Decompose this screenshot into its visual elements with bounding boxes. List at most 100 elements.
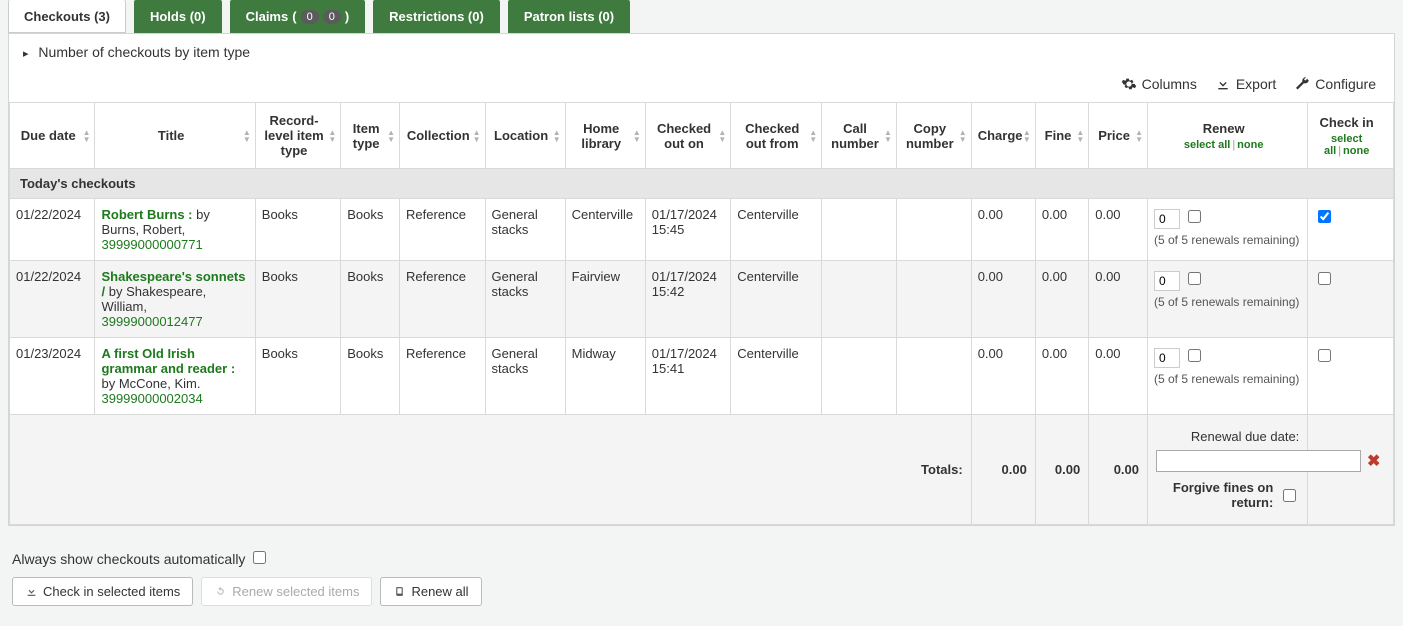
cell-checked-out-from: Centerville: [731, 261, 822, 338]
tab-badge-open: (: [292, 9, 296, 24]
tab-label: Checkouts (3): [24, 9, 110, 24]
col-label: Item type: [353, 121, 380, 151]
col-title[interactable]: Title ▲▼: [95, 103, 255, 169]
cell-home-library: Midway: [565, 338, 645, 415]
table-toolbar: Columns Export Configure: [9, 70, 1394, 102]
col-charge[interactable]: Charge▲▼: [971, 103, 1035, 169]
cell-item-type: Books: [341, 199, 400, 261]
renew-checkbox[interactable]: [1188, 272, 1201, 285]
col-label: Due date: [21, 128, 76, 143]
col-label: Collection: [407, 128, 470, 143]
col-label: Location: [494, 128, 548, 143]
renew-all-button[interactable]: Renew all: [380, 577, 481, 606]
checkin-checkbox[interactable]: [1318, 210, 1331, 223]
col-label: Home library: [581, 121, 621, 151]
cell-item-type: Books: [341, 261, 400, 338]
col-label: Checked out on: [657, 121, 711, 151]
always-show-label: Always show checkouts automatically: [12, 551, 269, 567]
title-link[interactable]: Robert Burns :: [101, 207, 192, 222]
col-checked-out-from[interactable]: Checked out from▲▼: [731, 103, 822, 169]
col-location[interactable]: Location▲▼: [485, 103, 565, 169]
renew-count-input[interactable]: [1154, 348, 1180, 368]
always-show-text: Always show checkouts automatically: [12, 551, 245, 567]
tab-badge-close: ): [345, 9, 349, 24]
col-call-number[interactable]: Call number▲▼: [822, 103, 897, 169]
table-header-row: Due date▲▼ Title▲▼ Record-level item typ…: [10, 103, 1394, 169]
cell-record-level-item-type: Books: [255, 338, 340, 415]
renew-count-input[interactable]: [1154, 209, 1180, 229]
item-type-expander[interactable]: Number of checkouts by item type: [9, 34, 1394, 70]
sort-icon: ▲▼: [243, 129, 251, 143]
renew-remaining-note: (5 of 5 renewals remaining): [1154, 295, 1301, 309]
claims-badge: 0: [323, 10, 341, 24]
renew-selected-button: Renew selected items: [201, 577, 372, 606]
cell-checked-out-on: 01/17/2024 15:41: [645, 338, 730, 415]
tab-holds[interactable]: Holds (0): [134, 0, 222, 33]
tab-claims[interactable]: Claims ( 0 0 ): [230, 0, 366, 33]
col-fine[interactable]: Fine▲▼: [1035, 103, 1088, 169]
barcode-link[interactable]: 39999000012477: [101, 314, 202, 329]
cell-copy-number: [896, 338, 971, 415]
gear-icon: [1121, 76, 1137, 92]
forgive-fines-checkbox[interactable]: [1283, 489, 1296, 502]
tab-restrictions[interactable]: Restrictions (0): [373, 0, 500, 33]
byline: by McCone, Kim.: [101, 376, 200, 391]
cell-charge: 0.00: [971, 199, 1035, 261]
tab-label: Restrictions (0): [389, 9, 484, 24]
totals-charge: 0.00: [971, 415, 1035, 525]
renew-checkbox[interactable]: [1188, 210, 1201, 223]
cell-location: General stacks: [485, 199, 565, 261]
check-in-selected-button[interactable]: Check in selected items: [12, 577, 193, 606]
tab-bar: Checkouts (3) Holds (0) Claims ( 0 0 ) R…: [0, 0, 1403, 33]
col-label: Charge: [978, 128, 1023, 143]
col-due-date[interactable]: Due date▲▼: [10, 103, 95, 169]
cell-copy-number: [896, 261, 971, 338]
configure-button[interactable]: Configure: [1294, 76, 1376, 92]
cell-home-library: Centerville: [565, 199, 645, 261]
col-label: Title: [158, 128, 185, 143]
col-collection[interactable]: Collection▲▼: [400, 103, 485, 169]
cell-price: 0.00: [1089, 199, 1148, 261]
col-price[interactable]: Price▲▼: [1089, 103, 1148, 169]
cell-price: 0.00: [1089, 261, 1148, 338]
barcode-link[interactable]: 39999000000771: [101, 237, 202, 252]
tab-checkouts[interactable]: Checkouts (3): [8, 0, 126, 33]
sort-icon: ▲▼: [633, 129, 641, 143]
export-button[interactable]: Export: [1215, 76, 1276, 92]
button-label: Renew selected items: [232, 584, 359, 599]
renew-count-input[interactable]: [1154, 271, 1180, 291]
renew-select-all[interactable]: select all: [1184, 139, 1230, 151]
col-home-library[interactable]: Home library ▲▼: [565, 103, 645, 169]
button-label: Check in selected items: [43, 584, 180, 599]
col-item-type[interactable]: Item type▲▼: [341, 103, 400, 169]
checkin-select-none[interactable]: none: [1343, 145, 1369, 157]
renewal-due-date-input[interactable]: [1156, 450, 1361, 472]
col-checked-out-on[interactable]: Checked out on ▲▼: [645, 103, 730, 169]
checkin-checkbox[interactable]: [1318, 272, 1331, 285]
clear-date-icon[interactable]: ✖: [1367, 451, 1380, 471]
cell-checked-out-from: Centerville: [731, 199, 822, 261]
columns-button[interactable]: Columns: [1121, 76, 1197, 92]
wrench-icon: [1294, 76, 1310, 92]
barcode-link[interactable]: 39999000002034: [101, 391, 202, 406]
renew-remaining-note: (5 of 5 renewals remaining): [1154, 372, 1301, 386]
sort-icon: ▲▼: [718, 129, 726, 143]
totals-fine: 0.00: [1035, 415, 1088, 525]
title-link[interactable]: A first Old Irish grammar and reader :: [101, 346, 235, 376]
renew-select-none[interactable]: none: [1237, 139, 1263, 151]
renewal-footer-cell: Renewal due date: ✖ Forgive fines on ret…: [1148, 415, 1308, 525]
cell-collection: Reference: [400, 199, 485, 261]
checkin-checkbox[interactable]: [1318, 349, 1331, 362]
renew-remaining-note: (5 of 5 renewals remaining): [1154, 233, 1301, 247]
columns-label: Columns: [1142, 76, 1197, 92]
col-copy-number[interactable]: Copy number▲▼: [896, 103, 971, 169]
cell-check-in: [1308, 338, 1394, 415]
always-show-checkbox[interactable]: [253, 551, 266, 564]
cell-charge: 0.00: [971, 338, 1035, 415]
cell-check-in: [1308, 199, 1394, 261]
tab-patron-lists[interactable]: Patron lists (0): [508, 0, 630, 33]
col-record-level-item-type[interactable]: Record-level item type▲▼: [255, 103, 340, 169]
col-label: Fine: [1045, 128, 1072, 143]
cell-due-date: 01/23/2024: [10, 338, 95, 415]
renew-checkbox[interactable]: [1188, 349, 1201, 362]
